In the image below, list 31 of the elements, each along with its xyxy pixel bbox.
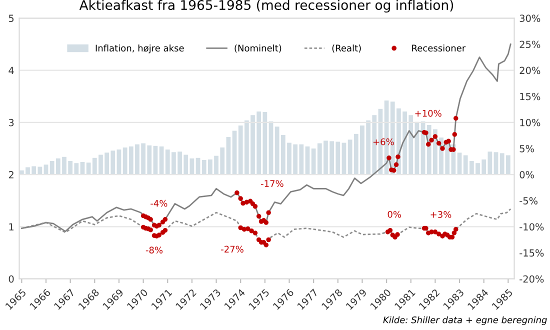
annotation: +3% xyxy=(430,211,452,218)
legend-label: Inflation, højre akse xyxy=(96,44,184,54)
y-tick-label: 4 xyxy=(8,66,14,74)
annotation: -27% xyxy=(221,246,244,253)
legend-label: (Realt) xyxy=(332,44,361,53)
annotation: -17% xyxy=(260,180,284,187)
annotation: -4% xyxy=(150,200,168,207)
annotation: +10% xyxy=(415,110,442,117)
y2-tick-label: -5% xyxy=(520,197,538,204)
y-tick-label: 5 xyxy=(8,14,14,22)
y2-tick-label: 0% xyxy=(520,171,534,178)
y-tick-label: 1 xyxy=(9,223,14,230)
chart-title: Aktieafkast fra 1965-1985 (med recessioner og inflation) xyxy=(79,0,454,13)
y-tick-label: 0 xyxy=(8,275,14,283)
y2-tick-label: 10% xyxy=(520,118,540,126)
y2-tick-label: -10% xyxy=(520,223,544,231)
legend-label: Recessioner xyxy=(412,44,466,52)
legend-label: (Nominelt) xyxy=(234,44,282,53)
y2-tick-label: 25% xyxy=(520,40,540,48)
text: Kilde: Shiller data + egne beregning xyxy=(383,316,547,326)
y2-tick-label: 5% xyxy=(520,144,534,152)
annotation: 0% xyxy=(388,210,402,218)
y2-tick-label: 20% xyxy=(520,66,540,74)
y2-tick-label: 15% xyxy=(520,92,540,100)
y-tick-label: 3 xyxy=(8,118,14,126)
y2-tick-label: -20% xyxy=(520,275,544,283)
y2-tick-label: -15% xyxy=(520,249,544,257)
y2-tick-label: 30% xyxy=(520,14,540,22)
y-tick-label: 2 xyxy=(8,171,14,178)
annotation: +6% xyxy=(373,138,394,146)
annotation: -8% xyxy=(146,246,163,254)
